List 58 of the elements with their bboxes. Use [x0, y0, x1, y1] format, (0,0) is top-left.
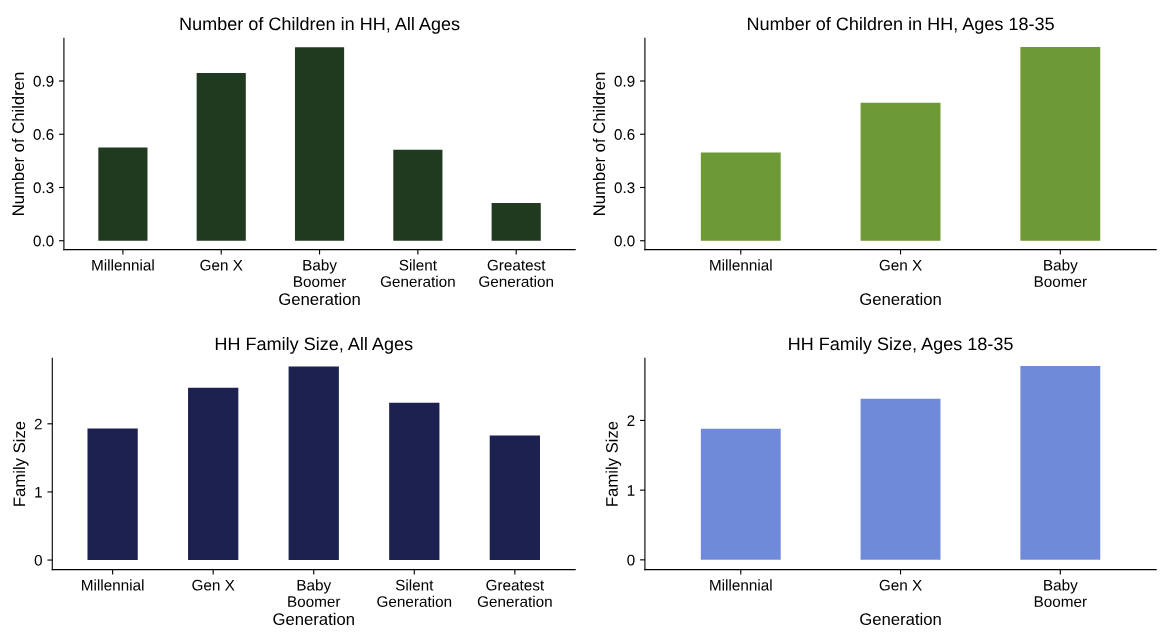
- bar: [1020, 366, 1101, 560]
- x-tick-label: Millennial: [92, 259, 154, 271]
- x-tick-label: Baby Boomer: [288, 579, 341, 607]
- y-tick-label: 1: [627, 485, 635, 496]
- bar: [288, 366, 339, 561]
- x-axis-title: Generation: [279, 292, 360, 306]
- y-tick-label: 0.3: [33, 182, 54, 194]
- x-tick-label: Gen X: [200, 259, 243, 271]
- x-tick-label: Gen X: [879, 259, 922, 271]
- y-tick-label: 0.6: [33, 129, 54, 140]
- y-tick-label: 0.0: [614, 235, 635, 247]
- x-tick-label: Greatest Generation: [479, 259, 553, 287]
- y-tick-label: 0: [34, 554, 42, 566]
- bar: [294, 47, 345, 241]
- y-tick-label: 2: [627, 415, 635, 426]
- y-tick-label: 0.9: [33, 75, 54, 87]
- bar: [188, 387, 239, 561]
- bar: [860, 102, 941, 241]
- x-tick-label: Silent Generation: [380, 259, 455, 287]
- x-tick-label: Gen X: [192, 579, 235, 591]
- x-axis-title: Generation: [860, 612, 941, 626]
- bar: [700, 152, 781, 241]
- x-tick-label: Baby Boomer: [1034, 579, 1087, 607]
- y-tick-label: 0.3: [614, 182, 635, 194]
- y-tick-label: 0.9: [614, 75, 635, 87]
- x-tick-label: Greatest Generation: [477, 579, 552, 607]
- chart-title: Number of Children in HH, Ages 18-35: [747, 16, 1054, 34]
- y-axis-title: Number of Children: [592, 72, 606, 215]
- x-tick-label: Silent Generation: [377, 579, 452, 607]
- y-tick-label: 1: [35, 486, 42, 498]
- bar: [389, 402, 440, 561]
- x-axis-title: Generation: [273, 612, 354, 626]
- y-axis-title: Family Size: [12, 421, 29, 506]
- bar: [1020, 46, 1101, 241]
- y-tick-label: 0: [627, 554, 635, 566]
- chart-title: HH Family Size, Ages 18-35: [789, 336, 1013, 354]
- bar: [489, 435, 540, 561]
- y-axis-title: Number of Children: [11, 72, 25, 215]
- y-tick-label: 0.0: [33, 235, 54, 247]
- bar: [860, 398, 941, 560]
- bar: [196, 73, 246, 241]
- x-tick-label: Baby Boomer: [1034, 259, 1087, 287]
- bar: [700, 428, 781, 560]
- y-axis-title: Family Size: [605, 421, 622, 506]
- x-axis-title: Generation: [860, 292, 941, 306]
- y-tick-label: 2: [34, 418, 42, 430]
- x-tick-label: Millennial: [710, 259, 772, 271]
- y-tick-label: 0.6: [614, 129, 635, 140]
- x-tick-label: Millennial: [82, 579, 144, 591]
- bar: [393, 149, 443, 241]
- x-tick-label: Gen X: [879, 579, 922, 591]
- chart-title: Number of Children in HH, All Ages: [180, 16, 460, 34]
- x-tick-label: Baby Boomer: [294, 259, 347, 287]
- bar: [98, 147, 148, 241]
- bar: [87, 428, 138, 561]
- bar: [491, 203, 541, 241]
- chart-title: HH Family Size, All Ages: [215, 336, 413, 354]
- x-tick-label: Millennial: [710, 579, 772, 591]
